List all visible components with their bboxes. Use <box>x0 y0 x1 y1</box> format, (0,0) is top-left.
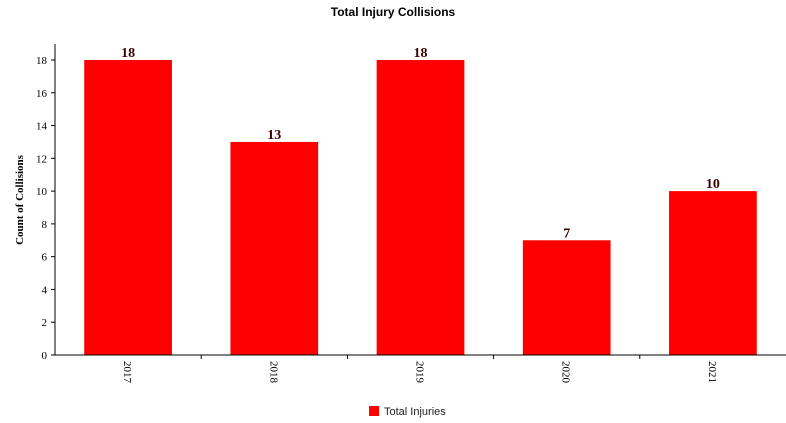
bar-value-label-2018: 13 <box>267 128 281 143</box>
y-tick-label: 4 <box>42 284 48 296</box>
bar-2020[interactable] <box>522 240 611 355</box>
y-axis-ticks: 0 2 4 6 8 10 12 14 16 18 <box>36 55 55 362</box>
bar-value-label-2021: 10 <box>706 177 720 192</box>
y-tick-label: 2 <box>42 317 48 329</box>
bar-2021[interactable] <box>669 191 757 355</box>
y-tick-label: 16 <box>36 88 48 100</box>
bar-value-label-2017: 18 <box>121 46 135 61</box>
y-tick-label: 10 <box>36 186 48 198</box>
x-axis-ticks: 2017 2018 2019 2020 2021 <box>121 355 718 384</box>
y-tick-label: 14 <box>36 121 48 133</box>
bar-data-labels: 18 13 18 7 10 <box>121 46 720 241</box>
y-tick-label: 6 <box>42 252 48 264</box>
bar-value-label-2019: 18 <box>414 46 428 61</box>
y-tick-label: 8 <box>42 219 48 231</box>
bar-2018[interactable] <box>230 141 319 355</box>
x-tick-label-2019: 2019 <box>414 361 426 384</box>
x-tick-label-2018: 2018 <box>267 361 279 384</box>
bar-2019[interactable] <box>376 60 465 355</box>
x-tick-label-2017: 2017 <box>121 361 133 384</box>
x-tick-label-2021: 2021 <box>706 361 718 383</box>
bar-value-label-2020: 7 <box>563 226 570 241</box>
legend-label-total-injuries: Total Injuries <box>384 406 446 418</box>
y-tick-label: 18 <box>36 55 48 67</box>
legend: Total Injuries <box>369 406 446 418</box>
bars <box>84 60 757 355</box>
y-tick-label: 12 <box>36 153 47 165</box>
chart-title: Total Injury Collisions <box>331 5 456 19</box>
legend-swatch-total-injuries <box>369 406 379 416</box>
y-axis-label: Count of Collisions <box>14 154 26 245</box>
bar-2017[interactable] <box>84 60 172 355</box>
y-tick-label: 0 <box>42 350 48 362</box>
x-tick-label-2020: 2020 <box>560 361 572 384</box>
